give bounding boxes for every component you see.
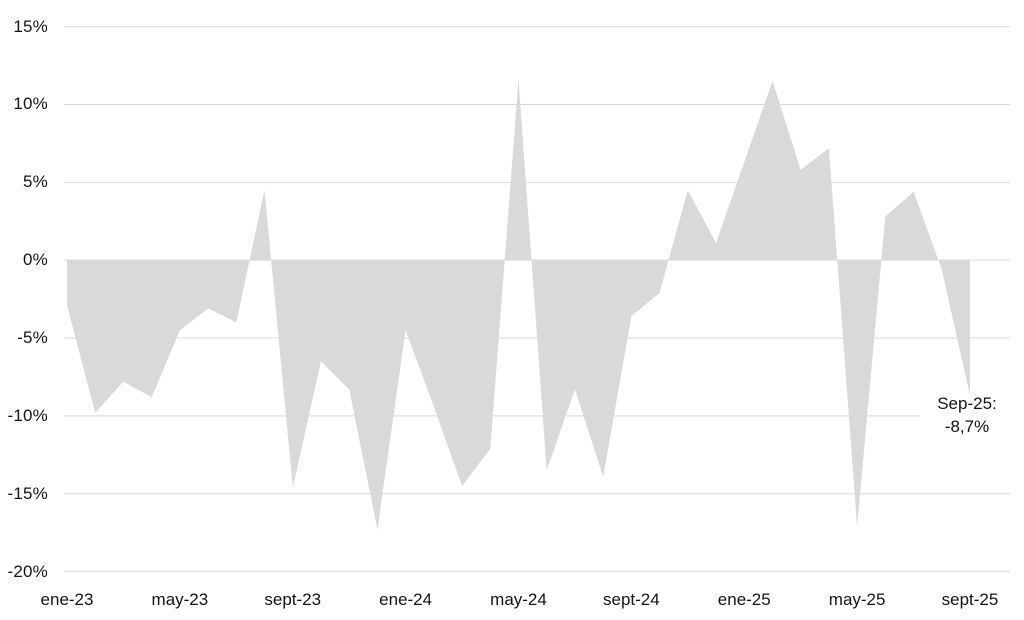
annotation-value: -8,7% xyxy=(944,417,990,436)
y-tick-label: -20% xyxy=(7,561,48,581)
y-tick-label: 5% xyxy=(23,172,48,192)
y-tick-label: 0% xyxy=(23,250,48,270)
x-tick-label: ene-25 xyxy=(717,590,771,609)
x-tick-label: may-23 xyxy=(151,590,209,609)
y-tick-label: -10% xyxy=(7,405,48,425)
x-tick-label: ene-24 xyxy=(379,590,433,609)
y-tick-label: -5% xyxy=(17,328,48,348)
y-tick-label: 10% xyxy=(13,94,48,114)
x-tick-label: may-25 xyxy=(828,590,886,609)
x-tick-label: sept-24 xyxy=(603,590,660,609)
x-tick-label: sept-23 xyxy=(264,590,322,609)
y-tick-label: 15% xyxy=(13,16,48,36)
x-tick-label: sept-25 xyxy=(941,590,999,609)
x-tick-label: may-24 xyxy=(490,590,547,609)
y-tick-label: -15% xyxy=(7,483,48,503)
annotation-label: Sep-25: xyxy=(937,394,997,413)
last-point-annotation: Sep-25: -8,7% xyxy=(920,392,1014,438)
area-series xyxy=(67,79,970,530)
x-tick-label: ene-23 xyxy=(40,590,94,609)
